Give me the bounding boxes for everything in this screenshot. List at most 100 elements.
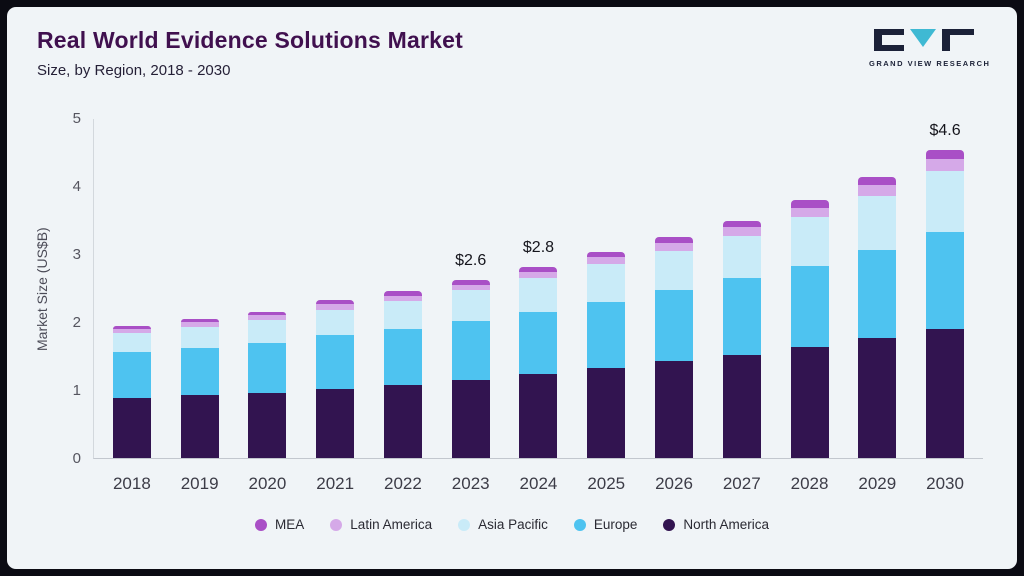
y-tick-label: 5 [72,110,81,127]
segment-asia-pacific [722,235,761,279]
segment-europe [519,311,558,375]
legend-item-mea: MEA [255,517,304,532]
segment-north-america [587,368,626,458]
segment-latin-america [858,185,897,196]
bar-column-2022: 2022 [383,119,422,493]
segment-mea [383,291,422,296]
legend-label: Europe [593,517,638,532]
legend-item-north-america: North America [663,517,769,532]
x-axis-label: 2029 [858,474,897,493]
segment-europe [383,328,422,385]
x-axis-label: 2021 [316,474,355,493]
segment-north-america [926,328,965,458]
legend-label: Latin America [350,517,433,532]
segment-latin-america [587,257,626,265]
segment-mea [858,177,897,186]
segment-europe [858,249,897,339]
bar-column-2027: 2027 [722,119,761,493]
brand-logo-text: GRAND VIEW RESEARCH [869,59,991,68]
x-axis-label: 2019 [180,474,219,493]
segment-north-america [383,384,422,458]
segment-latin-america [451,284,490,291]
segment-mea [519,266,558,272]
bar-column-2030: $4.6 2030 [926,119,965,493]
bar-column-2024: $2.8 2024 [519,119,558,493]
title-block: Real World Evidence Solutions Market Siz… [37,27,463,79]
segment-asia-pacific [790,216,829,266]
legend-label: MEA [275,517,305,532]
legend-item-latin-america: Latin America [330,517,432,532]
x-axis-label: 2023 [451,474,490,493]
segment-latin-america [655,243,693,251]
bar-stack-2024 [519,266,558,458]
segment-europe [316,334,355,389]
segment-asia-pacific [248,320,287,344]
bar-stack-2030 [926,149,965,458]
x-axis-label: 2028 [790,474,829,493]
segment-asia-pacific [655,250,693,291]
segment-asia-pacific [519,277,558,312]
x-axis-label: 2026 [655,474,693,493]
chart-card: Real World Evidence Solutions Market Siz… [7,7,1017,569]
legend-swatch [458,518,471,531]
grand-view-research-logo-icon [874,29,974,51]
segment-mea [180,318,219,322]
x-axis-label: 2030 [926,474,964,493]
segment-europe [926,232,965,329]
legend-swatch [663,518,676,531]
bar-stack-2018 [112,325,151,458]
segment-europe [451,320,490,380]
value-annotation: $2.8 [522,238,555,256]
segment-asia-pacific [112,333,151,353]
segment-north-america [451,379,490,458]
x-axis-label: 2025 [587,474,626,493]
legend-item-europe: Europe [573,517,638,532]
legend-swatch [573,518,586,531]
segment-mea [451,279,490,285]
legend-swatch [330,518,343,531]
bar-stack-2019 [180,318,219,458]
bar-stack-2027 [722,220,761,458]
legend-label: Asia Pacific [478,517,548,532]
y-axis-ticks: 0 1 2 3 4 5 [53,110,93,467]
bar-column-2029: 2029 [858,119,897,493]
page-subtitle: Size, by Region, 2018 - 2030 [37,62,231,79]
segment-europe [112,352,151,399]
segment-europe [722,278,761,355]
bar-stack-2026 [655,237,693,458]
brand-logo: GRAND VIEW RESEARCH [869,29,991,68]
bar-column-2020: 2020 [248,119,287,493]
bar-stack-2022 [383,291,422,458]
x-axis-label: 2020 [248,474,287,493]
segment-asia-pacific [451,290,490,321]
y-axis-title: Market Size (US$B) [34,227,50,351]
segment-mea [112,325,151,329]
value-annotation: $2.6 [455,251,487,269]
segment-north-america [180,395,219,458]
segment-latin-america [112,328,151,334]
segment-north-america [858,338,897,458]
page-title: Real World Evidence Solutions Market [37,27,463,53]
segment-latin-america [383,295,422,301]
segment-asia-pacific [316,309,355,335]
segment-mea [316,300,355,305]
bar-column-2023: $2.6 2023 [451,119,490,493]
segment-europe [790,265,829,348]
segment-latin-america [180,321,219,327]
legend: MEA Latin America Asia Pacific Europe North … [7,517,1017,532]
bar-stack-2029 [858,177,897,458]
segment-mea [587,252,626,258]
bar-column-2025: 2025 [587,119,626,493]
segment-north-america [519,374,558,458]
segment-north-america [722,354,761,458]
segment-asia-pacific [858,195,897,250]
bar-stack-2020 [248,311,287,458]
x-axis-label: 2024 [519,474,558,493]
segment-asia-pacific [180,326,219,348]
y-tick-label: 3 [72,246,81,263]
bar-stack-2028 [790,200,829,458]
segment-latin-america [316,304,355,310]
legend-label: North America [683,517,769,532]
segment-north-america [316,388,355,458]
